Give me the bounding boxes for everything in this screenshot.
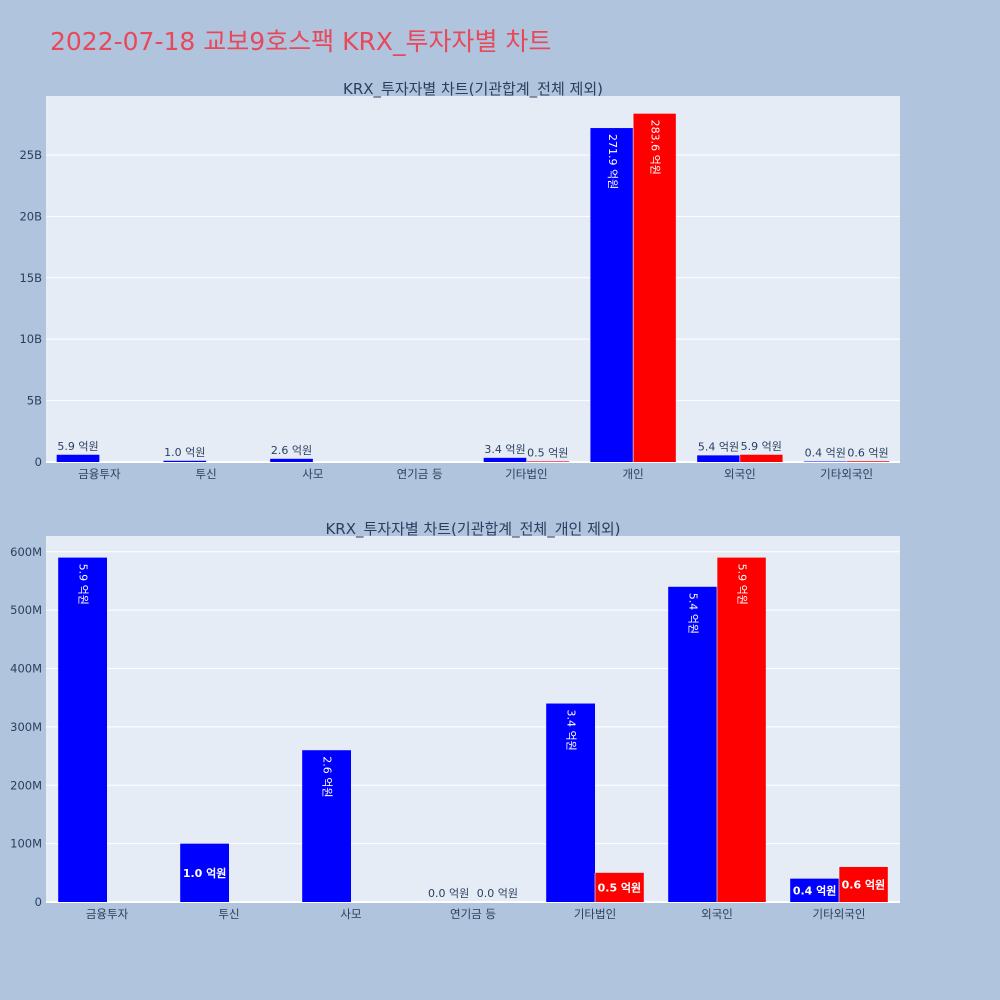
bar-data-label: 3.4 억원 [484, 443, 525, 456]
x-tick-label: 기타법인 [505, 467, 547, 481]
x-tick-label: 금융투자 [86, 907, 129, 921]
bar [595, 872, 644, 902]
x-tick-label: 기타외국인 [820, 467, 873, 481]
bar-data-label: 5.4 억원 [687, 593, 700, 634]
x-tick-label: 사모 [340, 907, 361, 921]
bar-data-label: 2.6 억원 [321, 756, 334, 797]
bar [739, 454, 783, 462]
bar [697, 455, 740, 462]
page-title: 2022-07-18 교보9호스팩 KRX_투자자별 차트 [50, 27, 552, 56]
chart-title: KRX_투자자별 차트(기관합계_전체_개인 제외) [325, 520, 620, 539]
chart-title: KRX_투자자별 차트(기관합계_전체 제외) [343, 80, 603, 99]
x-axis-ticks: 금융투자 투신 사모 연기금 등 기타법인 개인 외국인 기타외국인 [78, 467, 873, 481]
bar-data-label: 0.0 억원 [477, 887, 518, 900]
bar-data-label: 5.9 억원 [77, 564, 90, 605]
plot-background [46, 536, 900, 902]
bar-data-label: 0.6 억원 [847, 446, 888, 459]
bar-data-label: 5.9 억원 [741, 440, 782, 453]
bars: 5.9 억원 1.0 억원 2.6 억원 3.4 억원 0.5 억원 271.9 억원 28… [56, 113, 890, 462]
x-tick-label: 투신 [196, 467, 217, 481]
bar-data-label: 5.9 억원 [735, 564, 748, 605]
x-tick-label: 외국인 [724, 467, 756, 481]
bar-data-label: 0.5 억원 [527, 446, 568, 459]
bar-data-label: 5.9 억원 [57, 440, 98, 453]
bar [270, 458, 313, 462]
bar [790, 878, 839, 902]
y-tick-label: 0 [35, 895, 42, 909]
y-tick-label: 400M [10, 662, 42, 676]
bar [633, 113, 676, 462]
bar-data-label: 2.6 억원 [271, 444, 312, 457]
x-tick-label: 금융투자 [78, 467, 121, 481]
x-tick-label: 외국인 [701, 907, 733, 921]
bar [163, 460, 207, 462]
bar-data-label: 271.9 억원 [606, 134, 619, 189]
bar [483, 457, 527, 462]
y-tick-label: 0 [35, 455, 42, 469]
y-tick-label: 300M [10, 720, 42, 734]
bar-data-label: 1.0 억원 [164, 446, 205, 459]
x-tick-label: 기타외국인 [813, 907, 866, 921]
x-tick-label: 기타법인 [574, 907, 616, 921]
x-axis-ticks: 금융투자 투신 사모 연기금 등 기타법인 외국인 기타외국인 [86, 907, 866, 921]
y-tick-label: 600M [10, 545, 42, 559]
bar [58, 557, 107, 902]
x-tick-label: 사모 [302, 467, 323, 481]
y-tick-label: 200M [10, 778, 42, 792]
bar [180, 843, 229, 902]
bar-data-label: 5.4 억원 [698, 440, 739, 453]
y-tick-label: 20B [19, 209, 42, 223]
y-axis-ticks: 0 5B 10B 15B 20B 25B [19, 148, 42, 469]
y-tick-label: 10B [19, 332, 42, 346]
bar [546, 703, 595, 902]
bar-data-label: 0.5 억원 [598, 880, 642, 894]
bar-data-label: 1.0 억원 [183, 866, 227, 880]
chart-top: 5.9 억원 1.0 억원 2.6 억원 3.4 억원 0.5 억원 271.9 억원 28… [19, 80, 900, 481]
bar [717, 557, 766, 902]
bar [302, 750, 351, 902]
bar [526, 461, 570, 462]
y-tick-label: 25B [19, 148, 42, 162]
chart-bottom: 5.9 억원 1.0 억원 2.6 억원 0.0 억원 0.0 억원 3.4 억원 0.5 … [10, 520, 900, 921]
x-tick-label: 연기금 등 [397, 467, 443, 481]
y-tick-label: 500M [10, 603, 42, 617]
y-tick-label: 5B [27, 394, 42, 408]
bar [56, 454, 100, 462]
y-axis-ticks: 0 100M 200M 300M 400M 500M 600M [10, 545, 42, 909]
bar-data-label: 0.4 억원 [805, 447, 846, 460]
x-tick-label: 연기금 등 [450, 907, 496, 921]
bars: 5.9 억원 1.0 억원 2.6 억원 0.0 억원 0.0 억원 3.4 억원 0.5 … [58, 557, 888, 902]
bar [668, 586, 717, 902]
bar-data-label: 0.0 억원 [428, 887, 469, 900]
x-tick-label: 개인 [623, 467, 644, 481]
y-tick-label: 15B [19, 271, 42, 285]
bar-data-label: 0.4 억원 [793, 883, 837, 897]
bar-data-label: 283.6 억원 [648, 120, 661, 175]
bar [590, 128, 634, 462]
bar-data-label: 3.4 억원 [565, 710, 578, 751]
bar-data-label: 0.6 억원 [842, 877, 886, 891]
bar [839, 866, 888, 902]
plot-background [46, 96, 900, 462]
y-tick-label: 100M [10, 837, 42, 851]
bar [846, 461, 890, 462]
x-tick-label: 투신 [218, 907, 239, 921]
